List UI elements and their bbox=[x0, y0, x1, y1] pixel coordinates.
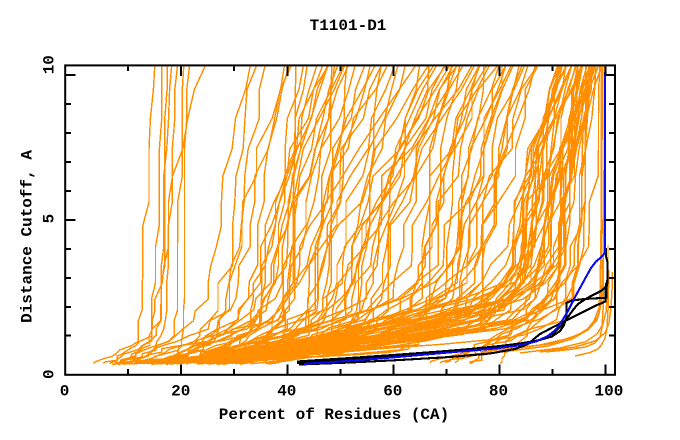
svg-text:T1101-D1: T1101-D1 bbox=[310, 17, 387, 35]
svg-text:0: 0 bbox=[41, 369, 59, 379]
svg-text:10: 10 bbox=[41, 55, 59, 74]
svg-text:5: 5 bbox=[41, 214, 59, 224]
svg-text:20: 20 bbox=[171, 383, 190, 401]
svg-text:Percent of Residues (CA): Percent of Residues (CA) bbox=[219, 406, 449, 424]
svg-text:80: 80 bbox=[489, 383, 508, 401]
svg-text:Distance Cutoff, A: Distance Cutoff, A bbox=[19, 150, 37, 323]
svg-text:0: 0 bbox=[60, 383, 70, 401]
svg-text:100: 100 bbox=[594, 383, 623, 401]
svg-text:60: 60 bbox=[383, 383, 402, 401]
svg-text:40: 40 bbox=[277, 383, 296, 401]
